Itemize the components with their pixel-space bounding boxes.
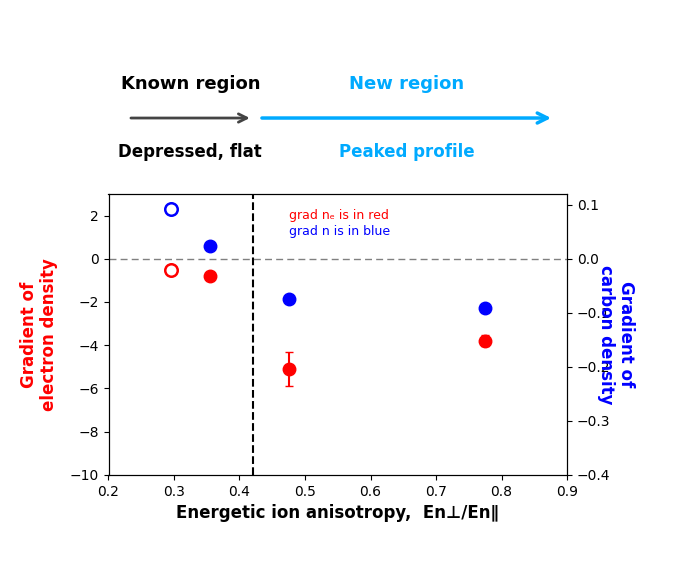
Y-axis label: Gradient of
carbon density: Gradient of carbon density [596, 265, 636, 404]
Text: grad n⁣ is in blue: grad n⁣ is in blue [288, 225, 390, 238]
Text: grad nₑ is in red: grad nₑ is in red [288, 209, 388, 222]
Text: New region: New region [349, 75, 464, 93]
Text: Peaked profile: Peaked profile [339, 143, 475, 161]
Text: Depressed, flat: Depressed, flat [118, 143, 262, 161]
X-axis label: Energetic ion anisotropy,  En⊥/En∥: Energetic ion anisotropy, En⊥/En∥ [176, 504, 499, 522]
Y-axis label: Gradient of
electron density: Gradient of electron density [20, 258, 58, 411]
Text: Known region: Known region [120, 75, 260, 93]
